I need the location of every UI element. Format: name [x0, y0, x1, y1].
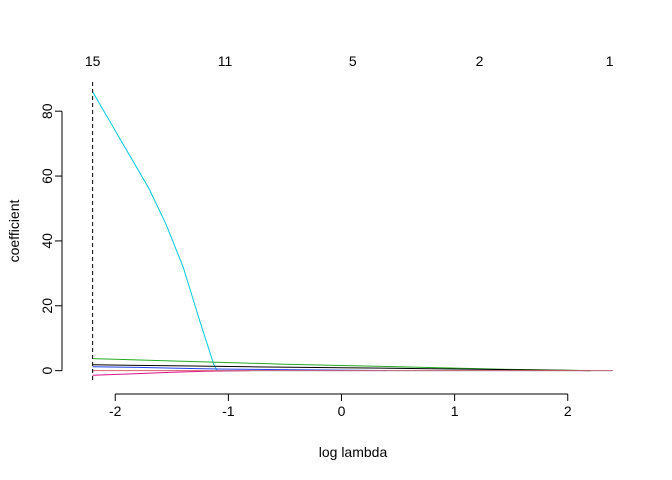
series-line-2 [92, 358, 591, 372]
series-lines [92, 91, 613, 376]
x-tick-label: -1 [222, 403, 235, 419]
y-tick-label: 40 [39, 233, 55, 249]
x-tick-label: -2 [109, 403, 122, 419]
top-axis-label: 15 [85, 53, 101, 69]
y-tick-label: 20 [39, 298, 55, 314]
top-axis-label: 1 [606, 53, 614, 69]
series-line-3 [92, 364, 591, 372]
series-line-1 [92, 91, 613, 372]
y-tick-label: 0 [39, 366, 55, 374]
y-tick-label: 60 [39, 168, 55, 184]
x-tick-label: 0 [338, 403, 346, 419]
series-line-5 [92, 370, 252, 376]
y-tick-label: 80 [39, 103, 55, 119]
top-axis-label: 11 [218, 53, 233, 69]
series-line-4 [92, 366, 387, 372]
top-axis-label: 5 [349, 53, 357, 69]
x-tick-label: 2 [564, 403, 572, 419]
x-axis-label: log lambda [319, 444, 388, 460]
y-axis-label: coefficient [6, 199, 22, 262]
x-tick-label: 1 [451, 403, 459, 419]
top-axis-label: 2 [476, 53, 484, 69]
